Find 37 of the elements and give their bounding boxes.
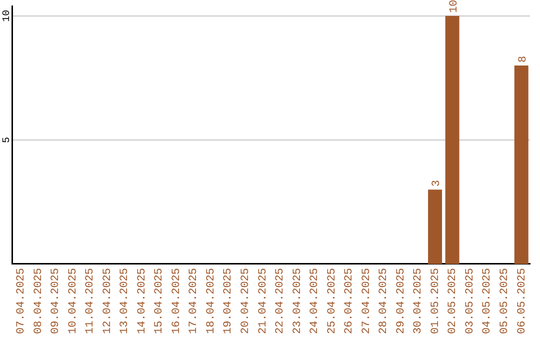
x-tick-label: 06.05.2025 — [516, 268, 528, 334]
x-tick-label: 25.04.2025 — [326, 268, 338, 334]
x-tick-label: 26.04.2025 — [344, 268, 356, 334]
bar — [428, 190, 442, 264]
y-tick-label: 5 — [2, 136, 13, 143]
x-tick-label: 13.04.2025 — [119, 268, 132, 334]
x-tick-label: 30.04.2025 — [412, 268, 425, 334]
x-tick-label: 23.04.2025 — [292, 268, 304, 334]
x-tick-label: 27.04.2025 — [360, 268, 373, 334]
data-label: 8 — [517, 56, 530, 63]
x-tick-label: 21.04.2025 — [257, 268, 270, 334]
x-tick-label: 16.04.2025 — [170, 268, 183, 334]
x-tick-label: 10.04.2025 — [67, 268, 80, 334]
x-tick-label: 20.04.2025 — [240, 268, 252, 334]
x-tick-label: 03.05.2025 — [464, 268, 476, 334]
bar — [514, 66, 528, 264]
x-tick-label: 19.04.2025 — [222, 268, 235, 334]
x-tick-label: 29.04.2025 — [395, 268, 408, 334]
x-tick-label: 14.04.2025 — [136, 268, 148, 334]
x-tick-label: 01.05.2025 — [430, 268, 442, 334]
x-tick-label: 08.04.2025 — [32, 268, 45, 334]
x-tick-label: 09.04.2025 — [50, 268, 62, 334]
x-tick-label: 07.04.2025 — [16, 268, 28, 334]
x-tick-label: 17.04.2025 — [188, 268, 200, 334]
x-tick-label: 28.04.2025 — [378, 268, 390, 334]
x-tick-label: 22.04.2025 — [274, 268, 287, 334]
x-tick-label: 04.05.2025 — [482, 268, 494, 334]
x-tick-label: 05.05.2025 — [499, 268, 512, 334]
x-tick-label: 15.04.2025 — [154, 268, 166, 334]
x-tick-label: 12.04.2025 — [102, 268, 114, 334]
data-label: 3 — [431, 180, 444, 187]
data-label: 10 — [448, 0, 460, 13]
x-tick-label: 02.05.2025 — [447, 268, 460, 334]
x-tick-label: 24.04.2025 — [309, 268, 322, 334]
x-tick-label: 18.04.2025 — [205, 268, 218, 334]
x-tick-label: 11.04.2025 — [84, 268, 97, 334]
bar — [445, 16, 460, 264]
